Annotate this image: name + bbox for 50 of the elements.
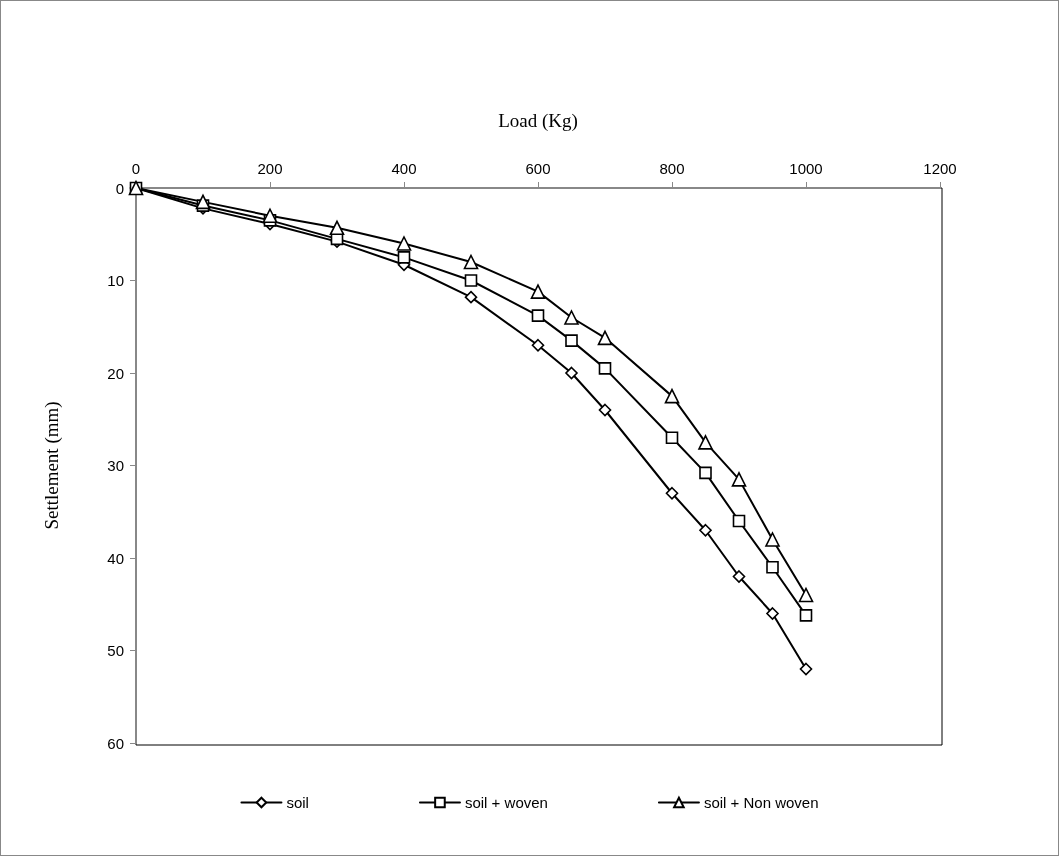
point xyxy=(564,310,579,325)
point xyxy=(765,532,780,547)
point xyxy=(732,514,746,528)
point xyxy=(665,486,679,500)
point xyxy=(464,274,478,287)
point xyxy=(464,290,478,304)
point xyxy=(766,607,779,620)
point xyxy=(397,251,411,264)
x-tick-label: 400 xyxy=(391,160,417,177)
point xyxy=(329,220,345,236)
point xyxy=(799,662,813,676)
point xyxy=(698,435,713,450)
point xyxy=(530,284,546,299)
y-axis-title: Settlement (mm) xyxy=(41,401,63,530)
point xyxy=(598,403,612,417)
x-tick-label: 1200 xyxy=(923,160,957,177)
x-tick-label: 600 xyxy=(525,160,551,177)
point xyxy=(699,523,712,537)
x-tick-label: 0 xyxy=(131,160,141,177)
y-tick-label: 10 xyxy=(107,272,124,289)
point xyxy=(598,362,612,375)
point xyxy=(262,208,278,224)
point xyxy=(463,254,479,270)
x-tick-label: 1000 xyxy=(789,160,823,177)
legend-label: soil + woven xyxy=(464,794,548,811)
point xyxy=(799,609,813,622)
y-tick-label: 60 xyxy=(107,734,124,752)
legend-label: soil xyxy=(286,794,309,811)
point xyxy=(664,388,680,404)
point xyxy=(731,472,747,487)
point xyxy=(195,194,211,210)
point xyxy=(565,366,578,380)
x-axis-title: Load (Kg) xyxy=(498,110,578,132)
y-tick-label: 50 xyxy=(107,642,124,659)
x-tick-label: 800 xyxy=(659,160,685,177)
legend-label: soil + Non woven xyxy=(703,794,819,811)
point xyxy=(565,334,578,347)
y-tick-label: 0 xyxy=(115,179,124,197)
y-tick-label: 40 xyxy=(107,549,124,567)
x-tick-label: 200 xyxy=(257,160,283,177)
point xyxy=(798,587,814,603)
y-tick-label: 20 xyxy=(107,364,124,382)
point xyxy=(396,236,412,251)
point xyxy=(597,330,613,346)
point xyxy=(531,338,545,352)
point xyxy=(665,431,679,445)
point xyxy=(531,309,545,322)
point xyxy=(699,466,712,480)
y-tick-label: 30 xyxy=(107,457,124,474)
point xyxy=(766,560,779,574)
